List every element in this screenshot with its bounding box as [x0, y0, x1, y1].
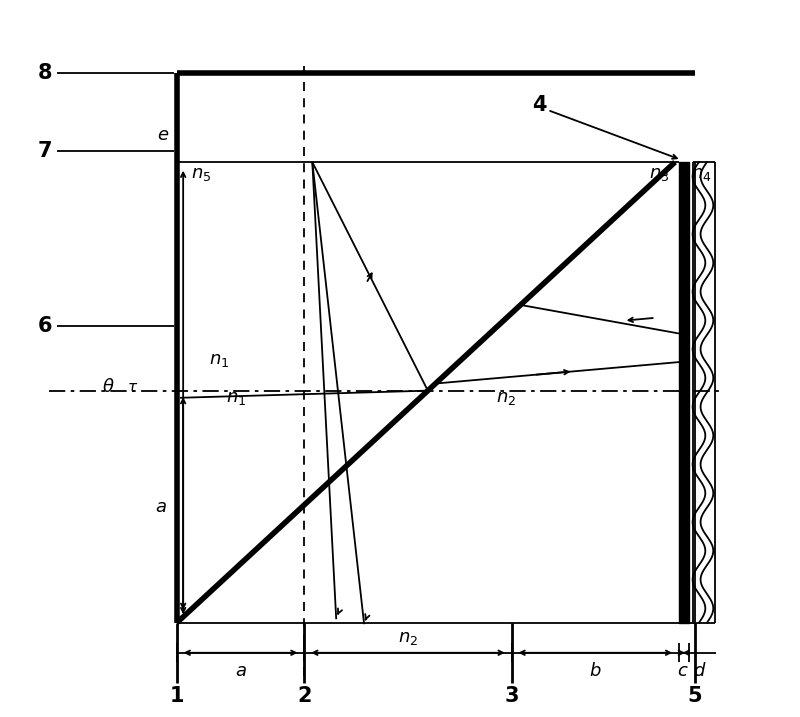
Text: $d$: $d$ — [693, 662, 706, 680]
Text: $n_2$: $n_2$ — [496, 389, 516, 407]
Text: $a$: $a$ — [234, 662, 246, 680]
Text: $a$: $a$ — [155, 498, 167, 516]
Text: $n_3$: $n_3$ — [649, 165, 670, 184]
Text: $n_2$: $n_2$ — [398, 630, 418, 647]
Text: 2: 2 — [297, 685, 311, 706]
Text: 5: 5 — [688, 685, 702, 706]
Text: $\tau$: $\tau$ — [127, 379, 138, 394]
Text: 1: 1 — [170, 685, 184, 706]
Text: $n_1$: $n_1$ — [209, 351, 229, 369]
Text: 3: 3 — [504, 685, 519, 706]
Text: $n_1$: $n_1$ — [226, 389, 246, 407]
Text: $n_5$: $n_5$ — [191, 165, 211, 184]
Text: $n_4$: $n_4$ — [691, 165, 712, 184]
Text: 4: 4 — [532, 95, 546, 115]
Text: 7: 7 — [38, 141, 53, 161]
Text: 6: 6 — [38, 316, 53, 336]
Text: $b$: $b$ — [589, 662, 602, 680]
Text: $e$: $e$ — [158, 126, 170, 144]
Text: $\theta$: $\theta$ — [102, 378, 114, 396]
Text: 8: 8 — [38, 63, 53, 82]
Text: $c$: $c$ — [677, 662, 689, 680]
